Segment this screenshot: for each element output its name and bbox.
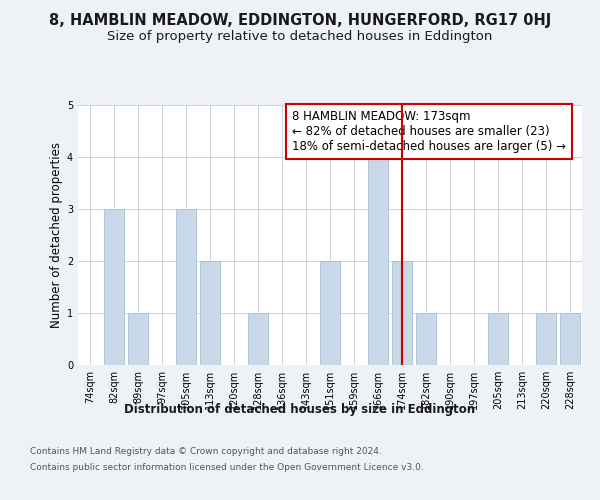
Bar bbox=[248, 313, 268, 365]
Text: Contains public sector information licensed under the Open Government Licence v3: Contains public sector information licen… bbox=[30, 462, 424, 471]
Bar bbox=[128, 313, 148, 365]
Bar bbox=[416, 313, 436, 365]
Bar bbox=[488, 313, 508, 365]
Bar bbox=[104, 209, 124, 365]
Text: Contains HM Land Registry data © Crown copyright and database right 2024.: Contains HM Land Registry data © Crown c… bbox=[30, 448, 382, 456]
Bar bbox=[176, 209, 196, 365]
Text: Distribution of detached houses by size in Eddington: Distribution of detached houses by size … bbox=[124, 402, 476, 415]
Bar bbox=[392, 261, 412, 365]
Bar bbox=[560, 313, 580, 365]
Text: 8, HAMBLIN MEADOW, EDDINGTON, HUNGERFORD, RG17 0HJ: 8, HAMBLIN MEADOW, EDDINGTON, HUNGERFORD… bbox=[49, 12, 551, 28]
Bar bbox=[320, 261, 340, 365]
Bar bbox=[368, 157, 388, 365]
Text: Size of property relative to detached houses in Eddington: Size of property relative to detached ho… bbox=[107, 30, 493, 43]
Y-axis label: Number of detached properties: Number of detached properties bbox=[50, 142, 63, 328]
Bar bbox=[536, 313, 556, 365]
Text: 8 HAMBLIN MEADOW: 173sqm
← 82% of detached houses are smaller (23)
18% of semi-d: 8 HAMBLIN MEADOW: 173sqm ← 82% of detach… bbox=[292, 110, 566, 153]
Bar bbox=[200, 261, 220, 365]
